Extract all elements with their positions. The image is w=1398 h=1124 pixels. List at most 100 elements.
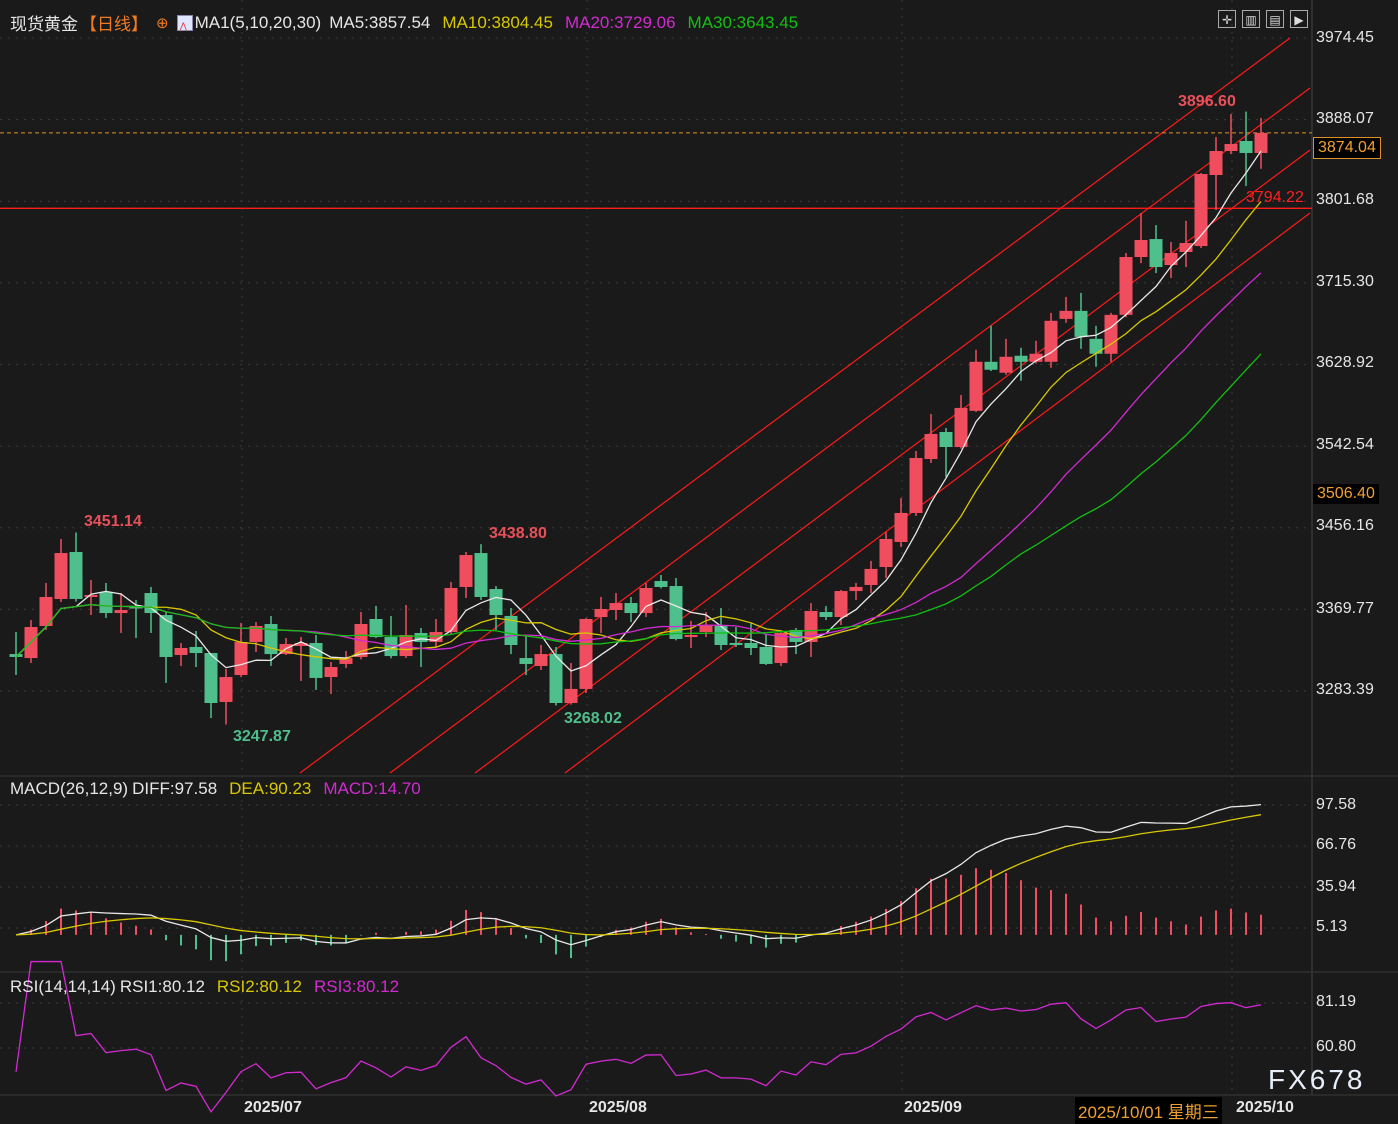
- candle: [969, 361, 983, 411]
- candle: [1224, 144, 1238, 151]
- candle: [1239, 140, 1253, 153]
- hline-label: 3794.22: [1246, 189, 1304, 206]
- candle: [519, 658, 533, 664]
- x-tick: 2025/10: [1236, 1099, 1294, 1116]
- ma5-value: MA5:3857.54: [329, 12, 431, 32]
- candle: [1209, 150, 1223, 175]
- candle: [819, 612, 833, 618]
- candle: [984, 361, 998, 370]
- ma30-line: [15, 353, 1262, 658]
- candle: [309, 642, 323, 678]
- current-price-label: 3874.04: [1313, 137, 1381, 159]
- rsi1-value: RSI1:80.12: [119, 977, 205, 996]
- candle: [639, 588, 653, 614]
- indicator-icon[interactable]: ⋀: [176, 14, 193, 31]
- ma20-line: [15, 272, 1262, 658]
- macd-dea: DEA:90.23: [229, 779, 312, 798]
- candle: [699, 625, 713, 633]
- candle: [324, 666, 338, 678]
- high-annotation: 3451.14: [84, 513, 142, 530]
- y-tick: 3283.39: [1316, 681, 1374, 698]
- x-tick: 2025/07: [244, 1099, 302, 1116]
- x-tick: 2025/08: [589, 1099, 647, 1116]
- macd-label: MACD(26,12,9): [10, 779, 129, 798]
- candle: [1089, 338, 1103, 354]
- candle: [99, 591, 113, 614]
- candle: [129, 606, 143, 609]
- candle: [684, 634, 698, 638]
- high-annotation: 3896.60: [1178, 93, 1236, 110]
- circle-plus-icon[interactable]: ⊕: [156, 14, 169, 32]
- candle: [384, 637, 398, 657]
- candle: [1104, 314, 1118, 354]
- macd-diff: DIFF:97.58: [132, 779, 218, 798]
- candle: [69, 552, 83, 599]
- candle: [624, 603, 638, 614]
- play-forward-icon[interactable]: ▶: [1290, 10, 1308, 28]
- channel-line: [299, 37, 1291, 774]
- macd-y-tick: 97.58: [1316, 796, 1357, 813]
- candle: [1149, 239, 1163, 268]
- ma-label: MA1(5,10,20,30): [194, 12, 322, 32]
- macd-header: MACD(26,12,9) DIFF:97.58 DEA:90.23 MACD:…: [10, 779, 421, 799]
- candle: [1029, 353, 1043, 362]
- candle: [879, 538, 893, 568]
- candle: [549, 654, 563, 703]
- rsi-header: RSI(14,14,14) RSI1:80.12 RSI2:80.12 RSI3…: [10, 977, 399, 997]
- candle: [954, 407, 968, 448]
- period-selector[interactable]: 【日线】: [80, 15, 148, 34]
- ma10-line: [15, 201, 1262, 660]
- candle: [414, 632, 428, 642]
- candle: [219, 677, 233, 702]
- y-tick: 3456.16: [1316, 517, 1374, 534]
- candle: [294, 642, 308, 647]
- ma20-value: MA20:3729.06: [564, 12, 676, 32]
- candle: [339, 658, 353, 664]
- rsi3-value: RSI3:80.12: [313, 977, 400, 996]
- y-tick: 3888.07: [1316, 110, 1374, 127]
- rsi-y-tick: 81.19: [1316, 993, 1357, 1010]
- y-tick: 3801.68: [1316, 191, 1374, 208]
- chart-layout-icon[interactable]: ▥: [1242, 10, 1260, 28]
- candle: [999, 356, 1013, 373]
- y-tick: 3628.92: [1316, 354, 1374, 371]
- candle: [1059, 310, 1073, 319]
- candle: [894, 512, 908, 542]
- candle: [714, 625, 728, 645]
- candle: [774, 632, 788, 664]
- candle: [39, 596, 53, 626]
- candle: [534, 654, 548, 666]
- ma5-line: [15, 150, 1262, 672]
- candle: [234, 641, 248, 676]
- candle: [759, 646, 773, 664]
- high-annotation: 3438.80: [489, 525, 547, 542]
- crosshair-icon[interactable]: ✛: [1218, 10, 1236, 28]
- channel-line: [389, 87, 1311, 774]
- candle: [399, 634, 413, 657]
- rsi2-value: RSI2:80.12: [216, 977, 302, 996]
- candle: [609, 603, 623, 611]
- candle: [159, 615, 173, 657]
- candle: [864, 568, 878, 585]
- candle: [654, 581, 668, 587]
- candle: [84, 594, 98, 597]
- candle: [429, 632, 443, 642]
- candle: [909, 457, 923, 513]
- macd-y-tick: 66.76: [1316, 836, 1357, 853]
- candle: [54, 553, 68, 599]
- rsi-label: RSI(14,14,14): [10, 977, 116, 996]
- symbol-name: 现货黄金: [10, 15, 78, 34]
- candle: [1134, 240, 1148, 258]
- candle: [1194, 174, 1208, 247]
- macd-dea-line: [15, 814, 1262, 940]
- candle: [369, 618, 383, 638]
- watermark: FX678: [1268, 1064, 1366, 1095]
- crosshair-date-tooltip: 2025/10/01 星期三: [1075, 1097, 1222, 1124]
- rsi-y-tick: 60.80: [1316, 1038, 1357, 1055]
- candle: [174, 648, 188, 655]
- chart-type-icon[interactable]: ▤: [1266, 10, 1284, 28]
- candle: [729, 642, 743, 645]
- main-header: 现货黄金 【日线】 ⊕ ⋀ MA1(5,10,20,30) MA5:3857.5…: [10, 10, 798, 35]
- candle: [939, 432, 953, 448]
